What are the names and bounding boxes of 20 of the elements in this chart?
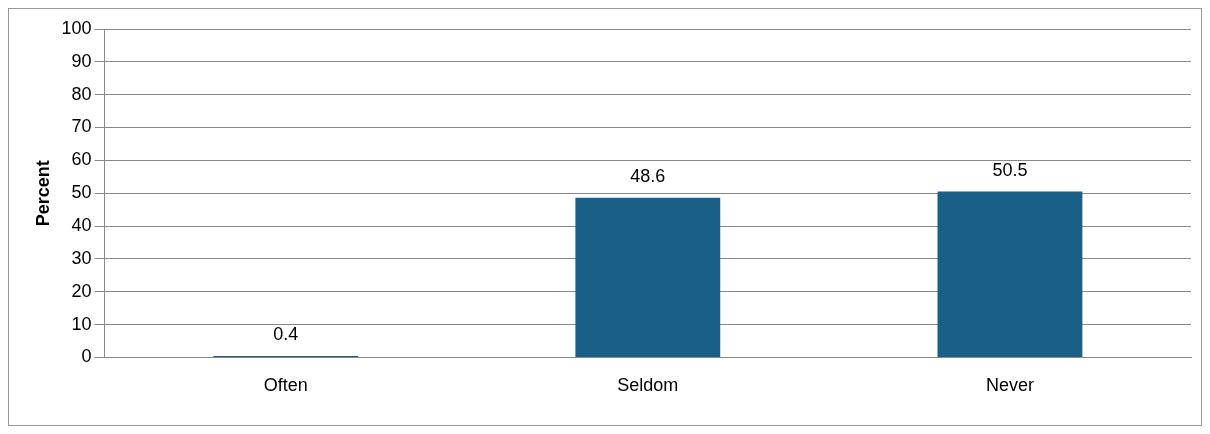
x-tick-label: Seldom [617, 375, 679, 396]
data-label: 50.5 [992, 159, 1028, 180]
y-tick-label: 10 [71, 313, 92, 334]
data-label: 0.4 [273, 324, 299, 345]
y-tick-label: 0 [81, 346, 92, 367]
y-tick-label: 50 [71, 182, 92, 203]
bar [937, 191, 1083, 357]
x-tick-label: Never [985, 375, 1034, 396]
y-tick-label: 70 [71, 116, 92, 137]
y-tick-label: 40 [71, 215, 92, 236]
y-tick-label: 30 [71, 247, 92, 268]
bar [575, 197, 721, 357]
y-tick-label: 60 [71, 149, 92, 170]
y-axis-title: Percent [32, 160, 53, 227]
x-tick-label: Often [263, 375, 308, 396]
y-tick-label: 90 [71, 50, 92, 71]
data-label: 48.6 [630, 165, 666, 186]
y-tick-label: 20 [71, 280, 92, 301]
y-tick-label: 80 [71, 83, 92, 104]
y-tick-label: 100 [61, 17, 92, 38]
